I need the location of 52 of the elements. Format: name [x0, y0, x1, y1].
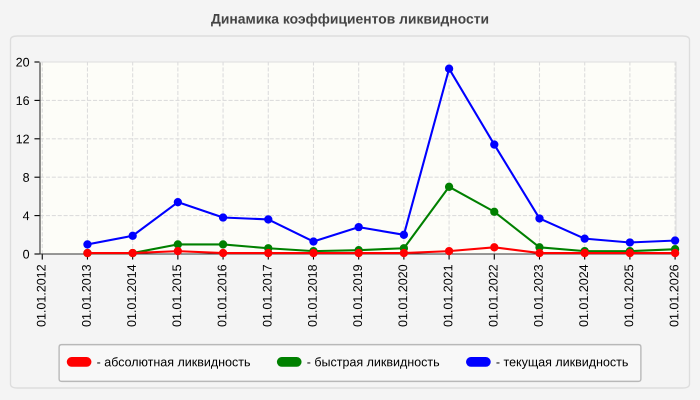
- point: [174, 246, 182, 256]
- x-tick-label: 01.01.2018: [308, 264, 317, 326]
- x-tick-label: 01.01.2019: [353, 265, 362, 326]
- legend-label: - абсолютная ликвидность: [97, 357, 250, 369]
- point: [264, 215, 272, 224]
- x-tick-label: 01.01.2025: [624, 264, 634, 326]
- y-tick-label: 16: [16, 96, 30, 106]
- point: [490, 243, 498, 252]
- point: [400, 248, 408, 258]
- point: [626, 238, 634, 247]
- point: [444, 246, 454, 256]
- x-tick-label: 01.01.2021: [444, 265, 452, 326]
- point: [444, 64, 454, 73]
- point: [535, 248, 544, 258]
- x-tick-label: 01.01.2012: [36, 265, 46, 326]
- x-tick-label: 01.01.2016: [218, 264, 226, 326]
- point: [218, 240, 228, 249]
- legend-label: - текущая ликвидность: [496, 360, 628, 369]
- point: [354, 248, 363, 258]
- point: [218, 213, 228, 222]
- point: [580, 234, 589, 243]
- x-tick-label: 01.01.2026: [670, 264, 678, 326]
- point: [174, 240, 182, 249]
- point: [128, 232, 137, 240]
- y-tick-label: 20: [16, 58, 30, 67]
- x-tick-label: 01.01.2015: [172, 264, 182, 326]
- chart-title: Динамика коэффициентов ликвидности: [211, 14, 488, 26]
- y-tick-label: 8: [23, 173, 30, 182]
- point: [490, 140, 498, 149]
- point: [264, 248, 272, 258]
- point: [400, 230, 408, 239]
- point: [535, 214, 544, 223]
- point: [670, 248, 680, 258]
- point: [218, 248, 228, 258]
- x-tick-label: 01.01.2022: [488, 265, 498, 326]
- point: [83, 240, 92, 249]
- y-tick-label: 0: [23, 250, 30, 259]
- legend-label: - быстрая ликвидность: [307, 357, 440, 369]
- x-tick-label: 01.01.2023: [534, 264, 543, 326]
- point: [444, 182, 454, 191]
- point: [354, 222, 363, 232]
- x-tick-label: 01.01.2024: [579, 264, 588, 326]
- x-tick-label: 01.01.2020: [398, 264, 408, 326]
- x-tick-label: 01.01.2017: [262, 265, 272, 326]
- point: [309, 237, 318, 246]
- point: [670, 236, 680, 245]
- x-tick-label: 01.01.2014: [127, 264, 136, 326]
- y-tick-label: 4: [22, 212, 30, 220]
- point: [174, 198, 182, 206]
- y-tick-label: 12: [16, 134, 29, 144]
- point: [490, 208, 498, 216]
- x-tick-label: 01.01.2013: [82, 264, 91, 326]
